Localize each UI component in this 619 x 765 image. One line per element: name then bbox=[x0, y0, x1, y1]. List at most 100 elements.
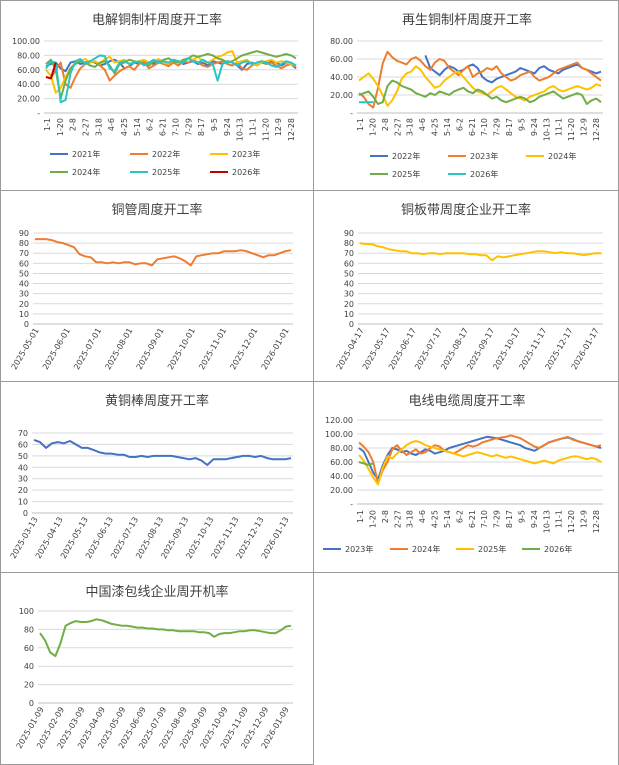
x-tick-label: 9-5 bbox=[517, 118, 526, 131]
series-line bbox=[358, 434, 602, 484]
x-tick-label: 2025-07-01 bbox=[72, 327, 103, 372]
y-tick-label: 100.00 bbox=[325, 430, 353, 439]
y-tick-label: 10 bbox=[19, 310, 29, 319]
legend-entry: 2024年 bbox=[72, 167, 100, 177]
y-tick-label: 20.00 bbox=[330, 91, 353, 100]
x-tick-label: 3-18 bbox=[406, 510, 415, 528]
series-line bbox=[358, 461, 374, 466]
x-tick-label: 7-29 bbox=[184, 118, 193, 136]
x-tick-label: 4-25 bbox=[120, 118, 129, 136]
x-tick-label: 7-10 bbox=[480, 510, 489, 528]
y-tick-label: 120.00 bbox=[325, 416, 353, 425]
x-tick-label: 2025-12-01 bbox=[228, 327, 259, 372]
x-tick-label: 2-8 bbox=[381, 118, 390, 131]
chart-5: 黄铜棒周度开工率0102030405060702025-03-132025-04… bbox=[9, 393, 293, 560]
x-tick-label: 1-20 bbox=[56, 118, 65, 136]
y-tick-label: 60 bbox=[344, 259, 354, 268]
x-tick-label: 11-1 bbox=[555, 510, 564, 528]
legend-entry: 2025年 bbox=[478, 544, 506, 554]
y-tick-label: 80.00 bbox=[330, 37, 353, 46]
legend-entry: 2023年 bbox=[345, 544, 373, 554]
y-tick-label: 60 bbox=[24, 644, 34, 653]
grid-top-border bbox=[0, 0, 619, 1]
legend-entry: 2025年 bbox=[152, 167, 180, 177]
y-tick-label: 100 bbox=[19, 607, 34, 616]
x-tick-label: 2025-09-01 bbox=[135, 327, 166, 372]
x-tick-label: 12-9 bbox=[274, 118, 283, 136]
y-tick-label: 50 bbox=[344, 269, 354, 278]
y-tick-label: 70 bbox=[19, 249, 29, 258]
x-tick-label: 8-17 bbox=[197, 118, 206, 136]
y-tick-label: 80 bbox=[24, 625, 34, 634]
x-tick-label: 5-14 bbox=[443, 510, 452, 528]
y-tick-label: 60 bbox=[19, 259, 29, 268]
x-tick-label: 8-17 bbox=[505, 510, 514, 528]
x-tick-label: 4-6 bbox=[418, 510, 427, 523]
grid-h-divider-2 bbox=[0, 381, 619, 382]
x-tick-label: 11-1 bbox=[248, 118, 257, 136]
y-tick-label: 40 bbox=[18, 463, 28, 472]
legend-entry: 2025年 bbox=[392, 169, 420, 179]
chart-title: 黄铜棒周度开工率 bbox=[105, 393, 209, 409]
grid-left-border bbox=[0, 0, 1, 765]
y-tick-label: 0 bbox=[29, 699, 34, 708]
x-tick-label: 2-8 bbox=[381, 510, 390, 523]
chart-title: 铜板带周度企业开工率 bbox=[401, 202, 531, 218]
x-tick-label: 11-20 bbox=[567, 118, 576, 141]
x-tick-label: 6-2 bbox=[455, 118, 464, 131]
series-line bbox=[359, 242, 601, 262]
y-tick-label: 100.00 bbox=[12, 37, 40, 46]
x-tick-label: 12-28 bbox=[592, 510, 601, 533]
y-tick-label: 80 bbox=[19, 239, 29, 248]
chart-1: 电解铜制杆周度开工率 - 20.00 40.00 60.00 80.00 100.00 1-1… bbox=[12, 12, 298, 177]
y-tick-label: 0 bbox=[349, 320, 354, 329]
y-tick-label: - bbox=[350, 109, 353, 118]
series-line bbox=[358, 440, 602, 486]
series-line bbox=[45, 62, 57, 80]
grid-h-divider-1 bbox=[0, 190, 619, 191]
y-tick-label: 10 bbox=[18, 498, 28, 507]
chart-title: 电解铜制杆周度开工率 bbox=[92, 12, 222, 28]
x-tick-label: 3-18 bbox=[94, 118, 103, 136]
x-tick-label: 6-2 bbox=[146, 118, 155, 131]
legend-entry: 2021年 bbox=[72, 149, 100, 159]
chart-6: 电线电缆周度开工率 - 20.00 40.00 60.00 80.00 100.00 120.… bbox=[323, 393, 603, 554]
chart-title: 再生铜制杆周度开工率 bbox=[402, 12, 532, 28]
x-tick-label: 12-9 bbox=[580, 118, 589, 136]
x-tick-label: 2-27 bbox=[393, 510, 402, 528]
grid-h-divider-3 bbox=[0, 572, 619, 573]
series-line bbox=[45, 50, 297, 94]
x-tick-label: 4-6 bbox=[107, 118, 116, 131]
y-tick-label: 40 bbox=[19, 280, 29, 289]
x-tick-label: 9-24 bbox=[223, 118, 232, 136]
y-tick-label: 30 bbox=[19, 290, 29, 299]
y-tick-label: 30 bbox=[344, 290, 354, 299]
y-tick-label: 70 bbox=[18, 429, 28, 438]
x-tick-label: 9-5 bbox=[517, 510, 526, 523]
x-tick-label: 11-1 bbox=[555, 118, 564, 136]
x-tick-label: 4-25 bbox=[431, 118, 440, 136]
chart-7: 中国漆包线企业周开机率0204060801002025-01-092025-02… bbox=[15, 584, 293, 750]
x-tick-label: 2025-06-01 bbox=[41, 327, 72, 372]
y-tick-label: 40.00 bbox=[330, 73, 353, 82]
grid-vertical-divider bbox=[313, 0, 314, 765]
x-tick-label: 11-20 bbox=[261, 118, 270, 141]
x-tick-label: 5-14 bbox=[443, 118, 452, 136]
y-tick-label: - bbox=[350, 500, 353, 509]
x-tick-label: 2025-10-01 bbox=[166, 327, 197, 372]
series-line bbox=[45, 50, 297, 100]
x-tick-label: 1-20 bbox=[368, 118, 377, 136]
series-line bbox=[33, 438, 292, 466]
y-tick-label: 80.00 bbox=[17, 51, 40, 60]
x-tick-label: 6-21 bbox=[468, 510, 477, 528]
y-tick-label: 30 bbox=[18, 475, 28, 484]
y-tick-label: 40.00 bbox=[17, 80, 40, 89]
chart-title: 电线电缆周度开工率 bbox=[408, 393, 525, 409]
y-tick-label: 20.00 bbox=[17, 95, 40, 104]
x-tick-label: 10-13 bbox=[542, 510, 551, 533]
y-tick-label: 60.00 bbox=[330, 458, 353, 467]
legend-entry: 2026年 bbox=[544, 544, 572, 554]
series-line bbox=[358, 50, 602, 109]
y-tick-label: 70 bbox=[344, 249, 354, 258]
y-tick-label: 20 bbox=[24, 681, 34, 690]
